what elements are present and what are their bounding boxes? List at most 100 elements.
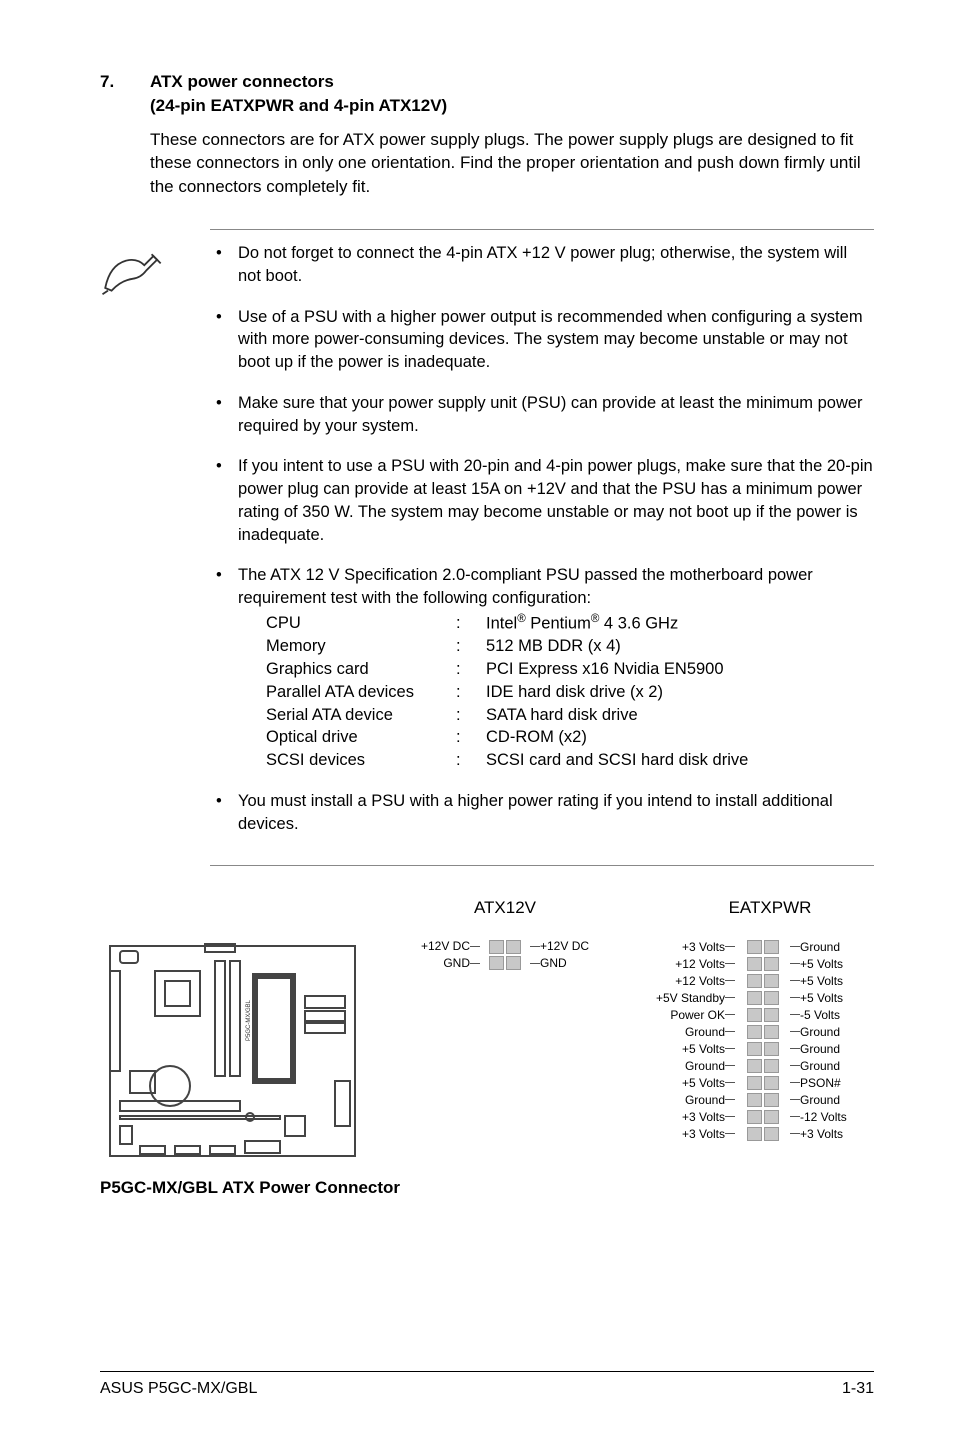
spec-colon: :: [456, 635, 486, 658]
pin-label: Power OK: [630, 1009, 725, 1021]
spec-label: CPU: [266, 612, 456, 635]
pin-label: Ground: [630, 1094, 725, 1106]
eatxpwr-pin-row: Ground Ground: [630, 1023, 910, 1040]
hand-writing-icon: [100, 247, 165, 297]
spec-row: Parallel ATA devices : IDE hard disk dri…: [266, 681, 874, 704]
eatxpwr-title: EATXPWR: [630, 896, 910, 920]
atx12v-connector: ATX12V +12V DC +12V DC GND GND: [405, 896, 605, 971]
connector-diagram: P5GC-MX/GBL ATX12V +12V DC +12V DC GND G…: [100, 896, 874, 1236]
pin-label: +12 Volts: [630, 975, 725, 987]
spec-colon: :: [456, 726, 486, 749]
spec-label: SCSI devices: [266, 749, 456, 772]
pin-label: Ground: [800, 1094, 875, 1106]
pin-label: Ground: [630, 1060, 725, 1072]
pin-label: +12 Volts: [630, 958, 725, 970]
atx12v-pins: +12V DC +12V DC GND GND: [405, 938, 605, 972]
atx12v-pin-row: +12V DC +12V DC: [405, 938, 605, 955]
eatxpwr-pin-row: +3 Volts -12 Volts: [630, 1108, 910, 1125]
note-item: The ATX 12 V Specification 2.0-compliant…: [210, 564, 874, 771]
spec-colon: :: [456, 681, 486, 704]
section-header: 7. ATX power connectors (24-pin EATXPWR …: [100, 70, 874, 118]
note-text: The ATX 12 V Specification 2.0-compliant…: [238, 566, 813, 607]
note-item: If you intent to use a PSU with 20-pin a…: [210, 455, 874, 546]
pin-label: PSON#: [800, 1077, 875, 1089]
hand-icon-column: [100, 242, 210, 853]
pin-label: +12V DC: [540, 938, 605, 955]
spec-label: Memory: [266, 635, 456, 658]
pin-label: +3 Volts: [800, 1128, 875, 1140]
section-title-line1: ATX power connectors: [150, 70, 447, 94]
note-item: Use of a PSU with a higher power output …: [210, 306, 874, 374]
pin-label: +5 Volts: [800, 958, 875, 970]
pin-label: Ground: [800, 1043, 875, 1055]
eatxpwr-pin-row: Power OK -5 Volts: [630, 1006, 910, 1023]
eatxpwr-pin-row: +3 Volts +3 Volts: [630, 1125, 910, 1142]
eatxpwr-pin-row: +12 Volts +5 Volts: [630, 972, 910, 989]
note-item: Do not forget to connect the 4-pin ATX +…: [210, 242, 874, 288]
note-item: You must install a PSU with a higher pow…: [210, 790, 874, 836]
svg-text:P5GC-MX/GBL: P5GC-MX/GBL: [246, 1000, 252, 1042]
pin-label: +5 Volts: [800, 992, 875, 1004]
spec-row: SCSI devices : SCSI card and SCSI hard d…: [266, 749, 874, 772]
pin-label: +3 Volts: [630, 1128, 725, 1140]
rule-top: [210, 229, 874, 230]
atx12v-title: ATX12V: [405, 896, 605, 920]
motherboard-outline-icon: P5GC-MX/GBL: [100, 941, 365, 1171]
spec-row: Optical drive : CD-ROM (x2): [266, 726, 874, 749]
spec-value: SATA hard disk drive: [486, 704, 874, 727]
pin-label: +5 Volts: [630, 1043, 725, 1055]
spec-label: Graphics card: [266, 658, 456, 681]
spec-colon: :: [456, 612, 486, 635]
section-title-block: ATX power connectors (24-pin EATXPWR and…: [150, 70, 447, 118]
spec-colon: :: [456, 749, 486, 772]
spec-row: Memory : 512 MB DDR (x 4): [266, 635, 874, 658]
rule-bottom: [210, 865, 874, 866]
pin-label: +5V Standby: [630, 992, 725, 1004]
footer-right: 1-31: [842, 1378, 874, 1400]
eatxpwr-pin-row: +5V Standby +5 Volts: [630, 989, 910, 1006]
pin-label: +3 Volts: [630, 1111, 725, 1123]
spec-label: Serial ATA device: [266, 704, 456, 727]
spec-row: Serial ATA device : SATA hard disk drive: [266, 704, 874, 727]
pin-label: Ground: [800, 941, 875, 953]
spec-value: PCI Express x16 Nvidia EN5900: [486, 658, 874, 681]
spec-label: Parallel ATA devices: [266, 681, 456, 704]
pin-label: +12V DC: [405, 938, 470, 955]
spec-value: 512 MB DDR (x 4): [486, 635, 874, 658]
spec-colon: :: [456, 704, 486, 727]
pin-label: Ground: [800, 1026, 875, 1038]
spec-table: CPU : Intel® Pentium® 4 3.6 GHz Memory :…: [266, 612, 874, 772]
spec-label: Optical drive: [266, 726, 456, 749]
section-title-line2: (24-pin EATXPWR and 4-pin ATX12V): [150, 94, 447, 118]
notes-content: Do not forget to connect the 4-pin ATX +…: [210, 242, 874, 853]
pin-label: +3 Volts: [630, 941, 725, 953]
spec-value: CD-ROM (x2): [486, 726, 874, 749]
eatxpwr-pin-row: +5 Volts Ground: [630, 1040, 910, 1057]
eatxpwr-pin-row: Ground Ground: [630, 1091, 910, 1108]
board-caption: P5GC-MX/GBL ATX Power Connector: [100, 1176, 400, 1200]
eatxpwr-pin-row: GroundGround: [630, 1057, 910, 1074]
note-item: Make sure that your power supply unit (P…: [210, 392, 874, 438]
intro-paragraph: These connectors are for ATX power suppl…: [150, 128, 874, 199]
section-number: 7.: [100, 70, 150, 118]
notes-block: Do not forget to connect the 4-pin ATX +…: [100, 242, 874, 853]
pin-label: GND: [540, 955, 605, 972]
spec-value: Intel® Pentium® 4 3.6 GHz: [486, 612, 874, 635]
pin-label: -5 Volts: [800, 1009, 875, 1021]
spec-colon: :: [456, 658, 486, 681]
pin-label: GND: [405, 955, 470, 972]
spec-value: SCSI card and SCSI hard disk drive: [486, 749, 874, 772]
eatxpwr-pin-row: +3 Volts Ground: [630, 938, 910, 955]
footer-left: ASUS P5GC-MX/GBL: [100, 1378, 257, 1400]
pin-label: Ground: [630, 1026, 725, 1038]
pin-label: +5 Volts: [630, 1077, 725, 1089]
eatxpwr-pins: +3 VoltsGround+12 Volts+5 Volts+12 Volts…: [630, 938, 910, 1142]
spec-row: Graphics card : PCI Express x16 Nvidia E…: [266, 658, 874, 681]
eatxpwr-pin-row: +12 Volts +5 Volts: [630, 955, 910, 972]
eatxpwr-connector: EATXPWR +3 VoltsGround+12 Volts+5 Volts+…: [630, 896, 910, 1142]
eatxpwr-pin-row: +5 Volts PSON#: [630, 1074, 910, 1091]
pin-label: -12 Volts: [800, 1111, 875, 1123]
page-footer: ASUS P5GC-MX/GBL 1-31: [100, 1371, 874, 1400]
pin-label: +5 Volts: [800, 975, 875, 987]
atx12v-pin-row: GND GND: [405, 955, 605, 972]
